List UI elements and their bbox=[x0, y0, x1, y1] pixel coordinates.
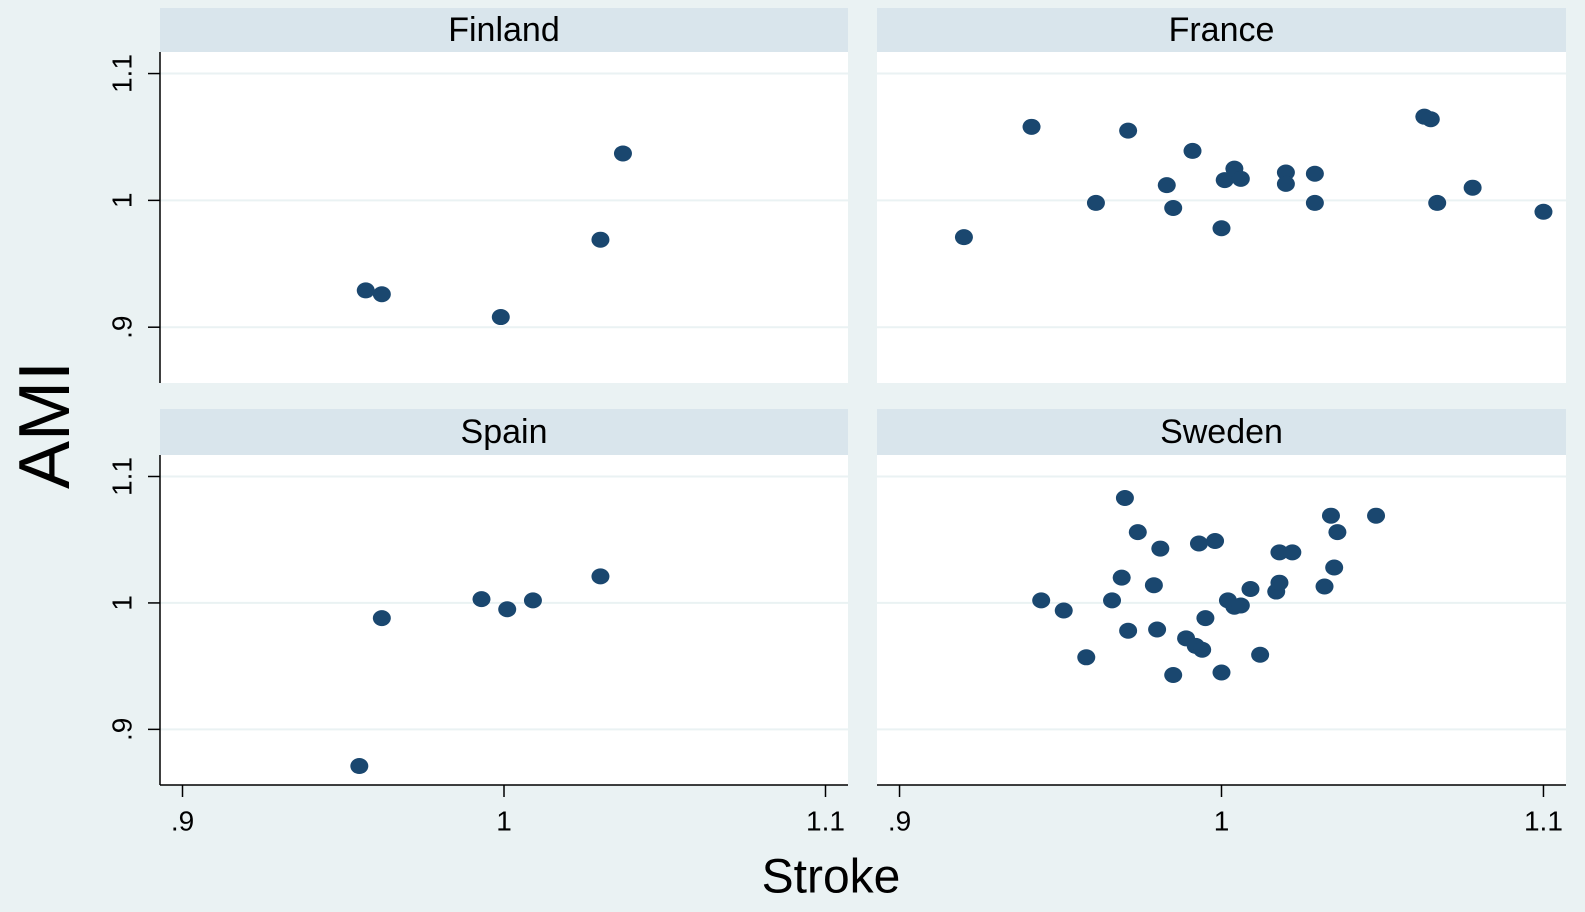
x-tick-label: 1.1 bbox=[806, 805, 845, 836]
point bbox=[350, 758, 369, 775]
point bbox=[1241, 581, 1260, 598]
point bbox=[472, 591, 491, 608]
point bbox=[1119, 122, 1138, 139]
point bbox=[1212, 220, 1231, 237]
point bbox=[1315, 578, 1334, 595]
y-tick-label: .9 bbox=[106, 316, 137, 339]
panel-title: Spain bbox=[461, 413, 548, 451]
point bbox=[1022, 118, 1041, 135]
point bbox=[1115, 489, 1134, 506]
panel-header bbox=[877, 409, 1566, 455]
panel-title: Finland bbox=[448, 11, 560, 49]
point bbox=[1251, 646, 1270, 663]
point bbox=[1164, 667, 1183, 683]
point bbox=[1305, 194, 1324, 211]
point bbox=[1328, 524, 1347, 541]
point bbox=[1193, 641, 1212, 658]
plot-area bbox=[160, 52, 848, 383]
point bbox=[1283, 544, 1302, 561]
point bbox=[491, 309, 510, 326]
plot-area bbox=[877, 52, 1566, 383]
point bbox=[1183, 142, 1202, 159]
panel-header bbox=[160, 409, 848, 455]
panel-title: Sweden bbox=[1160, 413, 1283, 451]
point bbox=[523, 592, 542, 609]
point bbox=[613, 145, 632, 162]
point bbox=[1534, 203, 1553, 220]
point bbox=[1157, 177, 1176, 194]
x-tick-label: 1 bbox=[496, 805, 512, 836]
panel-header bbox=[877, 8, 1566, 52]
point bbox=[1189, 535, 1208, 552]
point bbox=[356, 282, 375, 299]
point bbox=[1463, 179, 1482, 196]
y-axis-title: AMI bbox=[5, 361, 85, 489]
point bbox=[1276, 175, 1295, 192]
point bbox=[1270, 544, 1289, 561]
point bbox=[1144, 577, 1163, 594]
point bbox=[1151, 540, 1170, 557]
y-tick-label: 1.1 bbox=[106, 54, 137, 93]
point bbox=[1321, 507, 1340, 524]
point bbox=[1231, 597, 1250, 614]
plot-area bbox=[160, 455, 848, 785]
y-tick-label: 1 bbox=[106, 193, 137, 209]
plot-area bbox=[877, 455, 1566, 785]
point bbox=[1148, 621, 1167, 638]
x-axis-title: Stroke bbox=[762, 851, 901, 904]
point bbox=[1206, 532, 1225, 549]
y-tick-label: 1.1 bbox=[106, 457, 137, 496]
point bbox=[1128, 524, 1147, 541]
point bbox=[498, 601, 517, 618]
y-tick-label: 1 bbox=[106, 595, 137, 611]
y-tick-label: .9 bbox=[106, 718, 137, 741]
point bbox=[1215, 172, 1234, 189]
panel-title: France bbox=[1169, 11, 1275, 49]
point bbox=[1103, 592, 1122, 609]
point bbox=[1428, 194, 1447, 211]
point bbox=[954, 229, 973, 246]
point bbox=[591, 231, 610, 248]
point bbox=[1112, 569, 1131, 586]
point bbox=[372, 610, 391, 627]
point bbox=[1212, 664, 1231, 681]
panel-header bbox=[160, 8, 848, 52]
point bbox=[1119, 622, 1138, 639]
point bbox=[1367, 507, 1386, 524]
x-tick-label: .9 bbox=[171, 805, 194, 836]
point bbox=[1164, 199, 1183, 216]
point bbox=[1032, 592, 1051, 609]
point bbox=[372, 286, 391, 303]
point bbox=[1231, 170, 1250, 187]
point bbox=[1305, 165, 1324, 182]
x-tick-label: 1.1 bbox=[1524, 805, 1563, 836]
point bbox=[1196, 610, 1215, 627]
point bbox=[1054, 602, 1073, 619]
point bbox=[1077, 649, 1096, 666]
point bbox=[591, 568, 610, 585]
point bbox=[1270, 574, 1289, 591]
point bbox=[1421, 111, 1440, 128]
x-tick-label: 1 bbox=[1214, 805, 1230, 836]
point bbox=[1276, 164, 1295, 181]
point bbox=[1325, 559, 1344, 576]
x-tick-label: .9 bbox=[888, 805, 911, 836]
point bbox=[1086, 194, 1105, 211]
